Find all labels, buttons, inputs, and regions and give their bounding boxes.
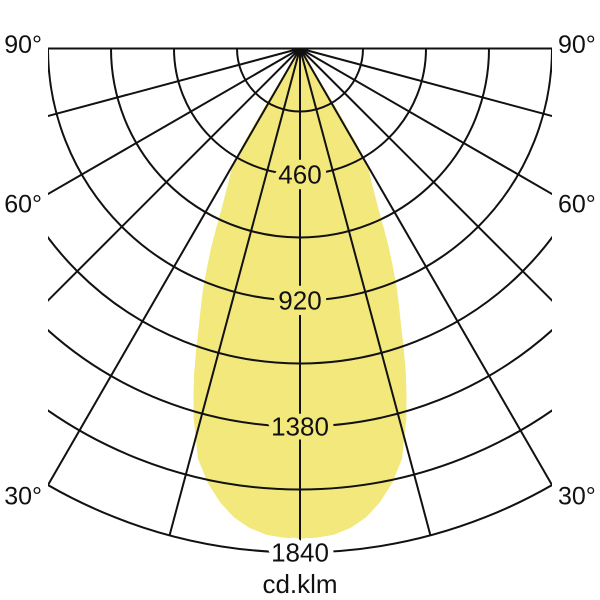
angle-label-right-30: 30° bbox=[558, 483, 596, 511]
radial-tick-label-920: 920 bbox=[278, 286, 321, 316]
angle-label-right-60: 60° bbox=[558, 191, 596, 219]
grid-radial-right-45 bbox=[299, 47, 552, 302]
units-caption: cd.klm bbox=[262, 569, 337, 599]
radial-tick-label-460: 460 bbox=[278, 160, 321, 190]
radial-tick-label-1380: 1380 bbox=[271, 412, 329, 442]
grid-radial-right-30 bbox=[299, 48, 552, 486]
grid-radial-right-15 bbox=[299, 48, 432, 536]
grid-radial-left-45 bbox=[48, 47, 301, 302]
angle-label-left-30: 30° bbox=[4, 483, 42, 511]
grid-radial-left-30 bbox=[48, 48, 301, 486]
grid-radial-right-75 bbox=[299, 47, 552, 118]
grid-radial-left-75 bbox=[48, 47, 301, 118]
angle-label-right-90: 90° bbox=[558, 31, 596, 59]
grid-radial-left-15 bbox=[168, 48, 301, 536]
radial-tick-label-1840: 1840 bbox=[271, 538, 329, 568]
grid-layer bbox=[48, 47, 552, 554]
angle-label-left-90: 90° bbox=[4, 31, 42, 59]
grid-radial-left-60 bbox=[48, 47, 301, 196]
grid-radial-right-60 bbox=[299, 47, 552, 196]
angle-label-left-60: 60° bbox=[4, 191, 42, 219]
